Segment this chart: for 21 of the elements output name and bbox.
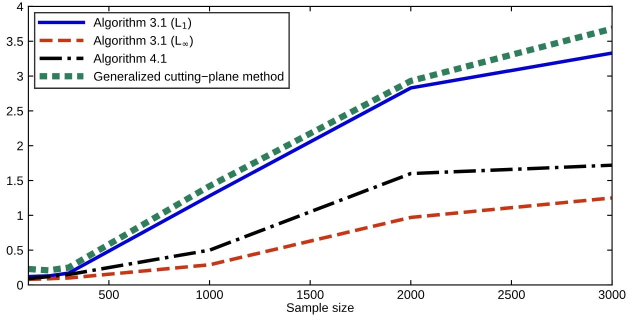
legend-label: Algorithm 3.1 (L$_{1}$) [93,18,192,30]
y-tick-label: 2 [17,142,23,150]
y-tick-label: 3 [17,72,23,81]
y-tick-label: 2.5 [6,106,24,116]
legend-label: Generalized cutting−plane method [94,72,284,84]
x-tick-label: 1500 [297,290,324,300]
legend-label: Algorithm 4.1 [93,54,166,66]
y-tick-label: 1.5 [7,176,24,186]
x-tick-label: 1000 [196,290,223,300]
x-tick-label: 2500 [498,290,525,300]
y-tick-label: 3.5 [6,37,24,46]
y-tick-label: 1 [18,211,23,220]
y-tick-label: 0.5 [6,246,24,255]
x-axis-title: Sample size [286,302,354,315]
legend-label: Algorithm 3.1 (L$_{∞}$) [93,36,193,48]
x-tick-label: 3000 [598,290,626,300]
y-tick-label: 0 [17,280,24,290]
line-series [28,196,612,282]
x-tick-label: 2000 [398,290,424,300]
x-tick-label: 500 [98,290,119,300]
y-tick-label: 4 [16,2,24,11]
